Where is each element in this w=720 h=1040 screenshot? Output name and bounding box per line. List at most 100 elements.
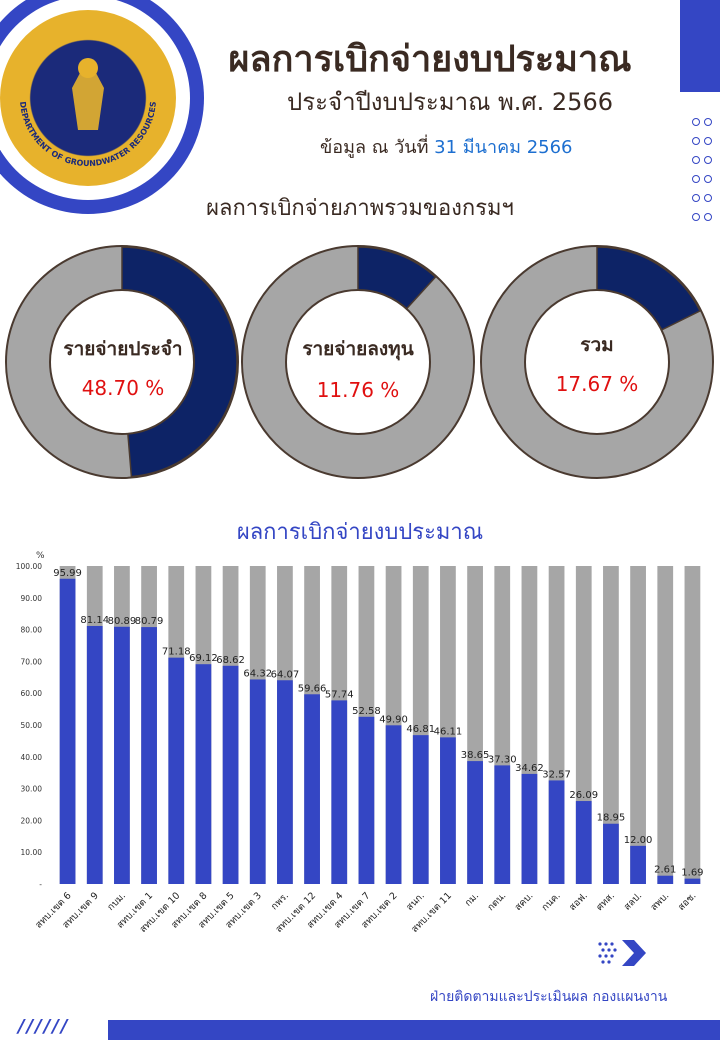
donut-value-total: 17.67 %: [555, 372, 639, 396]
bar-data-label: 80.89: [108, 616, 137, 627]
donut-label-investment: รายจ่ายลงทุน: [302, 338, 414, 360]
bar: [59, 578, 76, 884]
x-tick-label: ศทส.: [594, 890, 617, 913]
bar: [630, 845, 646, 884]
bar: [141, 627, 157, 884]
bar-data-label: 34.62: [515, 763, 544, 774]
bar-data-label: 32.57: [542, 769, 571, 780]
x-tick-label: กนค.: [540, 890, 563, 913]
donut-0: [5, 245, 239, 479]
bar-data-label: 80.79: [135, 616, 164, 627]
bar: [358, 716, 375, 884]
bar: [168, 657, 185, 884]
bar: [195, 664, 212, 884]
slash-decoration: //////: [18, 1016, 70, 1037]
bar: [412, 735, 429, 884]
bar-data-label: 12.00: [624, 835, 653, 846]
donut-label-total: รวม: [580, 334, 614, 356]
bar-background: [684, 566, 701, 884]
bar: [467, 761, 483, 884]
x-tick-label: กตน.: [485, 890, 508, 913]
bar: [331, 700, 348, 884]
overall-section-title: ผลการเบิกจ่ายภาพรวมของกรมฯ: [206, 196, 514, 221]
donut-2: [480, 245, 714, 479]
bar: [277, 680, 293, 884]
bar: [548, 780, 565, 884]
bar-data-label: 38.65: [461, 750, 490, 761]
bar-data-label: 57.74: [325, 689, 354, 700]
bar: [222, 665, 239, 884]
x-tick-label: กบม.: [105, 890, 128, 913]
chart-title: ผลการเบิกจ่ายงบประมาณ: [236, 520, 484, 545]
bar-data-label: 64.32: [243, 668, 272, 679]
footer-bar: [108, 1020, 720, 1040]
bar-data-label: 64.07: [271, 669, 300, 680]
bar-background: [630, 566, 646, 884]
bar: [494, 765, 511, 884]
y-tick-label: 70.00: [21, 657, 43, 666]
bar: [684, 878, 701, 884]
bar-data-label: 95.99: [53, 568, 82, 579]
bar: [385, 725, 402, 884]
y-tick-label: 100.00: [16, 562, 42, 571]
budget-bar-chart: % - 10.00 20.00 30.00 40.00 50.00 60.00 70.00 80.…: [16, 551, 704, 935]
chevron-arrow-icon: [598, 940, 646, 966]
x-tick-label: สนก.: [404, 890, 427, 913]
x-tick-label: สอช.: [676, 890, 699, 913]
bar-data-label: 69.12: [189, 653, 218, 664]
bar-background: [657, 566, 674, 884]
x-tick-label: สอฟ.: [567, 890, 590, 913]
bar: [304, 694, 320, 884]
y-tick-label: 50.00: [21, 721, 43, 730]
bar: [114, 626, 130, 884]
donut-value-investment: 11.76 %: [316, 378, 400, 402]
bar-data-label: 52.58: [352, 706, 381, 717]
x-tick-label: กพร.: [269, 890, 291, 912]
department-logo-icon: DEPARTMENT OF GROUNDWATER RESOURCES: [0, 10, 176, 186]
bar-data-label: 26.09: [569, 790, 598, 801]
donut-1: [241, 245, 475, 479]
bar-data-label: 46.81: [406, 724, 435, 735]
x-tick-label: กม.: [463, 890, 481, 908]
bar-data-label: 49.90: [379, 714, 408, 725]
y-tick-label: 80.00: [21, 626, 43, 635]
dot-grid-decoration: [690, 112, 714, 226]
bar-data-label: 71.18: [162, 647, 191, 658]
bar: [249, 679, 266, 884]
y-tick-label: -: [39, 880, 42, 889]
bar-data-label: 1.69: [681, 868, 703, 879]
page-title: ผลการเบิกจ่ายงบประมาณ: [228, 39, 632, 80]
bar-background: [603, 566, 619, 884]
bar-data-label: 81.14: [80, 615, 109, 626]
bar-data-label: 68.62: [216, 655, 245, 666]
bar-data-label: 18.95: [597, 813, 626, 824]
y-tick-label: 30.00: [21, 785, 43, 794]
bar: [521, 773, 538, 884]
x-tick-label: สลป.: [622, 890, 644, 912]
bar: [86, 625, 103, 884]
corner-decoration: [680, 0, 720, 92]
bar-data-label: 2.61: [654, 865, 676, 876]
bar-data-label: 59.66: [298, 683, 327, 694]
page-subtitle: ประจำปีงบประมาณ พ.ศ. 2566: [287, 88, 613, 116]
y-tick-label: 90.00: [21, 594, 43, 603]
data-date-line: ข้อมูล ณ วันที่ 31 มีนาคม 2566: [320, 132, 573, 161]
bar-data-label: 37.30: [488, 754, 517, 765]
date-prefix: ข้อมูล ณ วันที่: [320, 137, 429, 158]
y-tick-label: 60.00: [21, 689, 43, 698]
y-tick-label: 40.00: [21, 753, 43, 762]
bar: [440, 737, 456, 884]
bar: [603, 823, 619, 884]
bar-data-label: 46.11: [434, 726, 463, 737]
donut-value-regular: 48.70 %: [81, 376, 165, 400]
overall-donut-charts: [5, 245, 714, 479]
bar: [657, 875, 674, 884]
y-tick-label: 20.00: [21, 816, 43, 825]
y-axis-label: %: [36, 551, 45, 561]
x-tick-label: สคบ.: [513, 890, 536, 913]
bar: [575, 801, 592, 884]
donut-label-regular: รายจ่ายประจำ: [63, 338, 183, 360]
y-tick-label: 10.00: [21, 848, 43, 857]
footer-credit: ฝ่ายติดตามและประเมินผล กองแผนงาน: [430, 989, 668, 1005]
donut-hole-2: [524, 289, 670, 435]
